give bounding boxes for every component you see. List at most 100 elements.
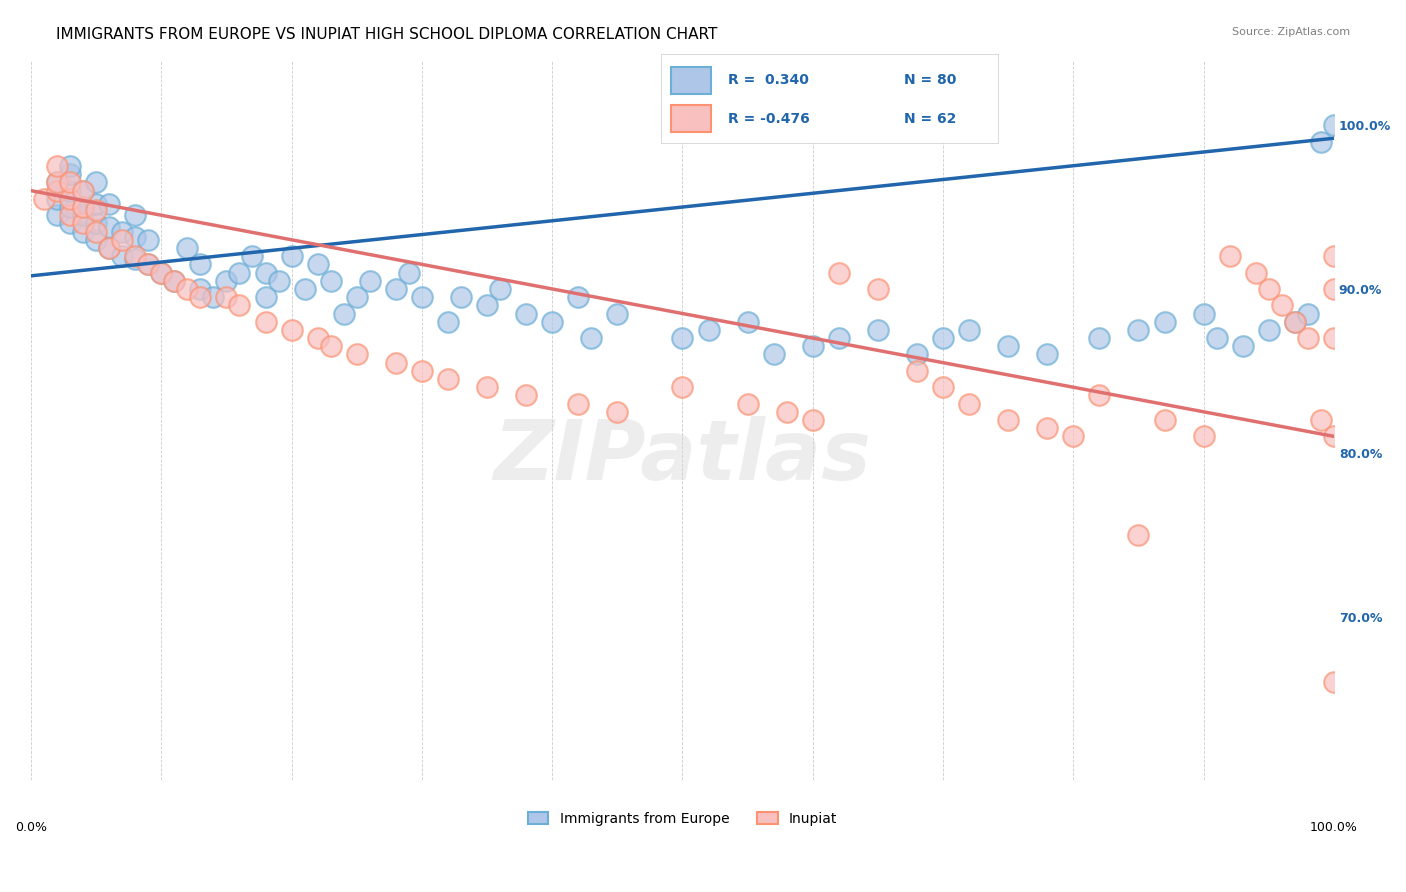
Point [136,233,159,247]
Point [1323,282,1346,296]
Point [46,192,69,206]
Point [124,208,146,222]
Point [84,196,107,211]
Point [72,225,94,239]
Point [190,290,212,304]
Point [1128,527,1150,541]
Point [957,396,980,410]
Point [1036,347,1059,361]
Point [541,315,564,329]
Point [606,405,628,419]
Point [294,282,316,296]
Point [59,200,82,214]
Point [242,249,264,263]
Point [515,306,537,320]
Point [776,405,799,419]
Point [1192,306,1215,320]
Point [84,203,107,218]
Text: N = 80: N = 80 [904,73,956,87]
Point [1323,118,1346,132]
Point [1323,331,1346,345]
Point [697,323,720,337]
Point [111,249,134,263]
Point [190,257,212,271]
Point [1232,339,1254,353]
Point [346,290,368,304]
Point [957,323,980,337]
Point [59,208,82,222]
Point [163,274,186,288]
Point [32,192,55,206]
Point [1271,298,1294,312]
Point [385,282,408,296]
Point [359,274,381,288]
Point [163,274,186,288]
Point [737,396,759,410]
Point [46,159,69,173]
Point [72,184,94,198]
Point [228,298,250,312]
Point [150,266,173,280]
Point [59,176,82,190]
Point [475,380,498,394]
Point [997,339,1019,353]
Point [1284,315,1306,329]
Point [1323,249,1346,263]
Point [437,315,460,329]
Point [606,306,628,320]
Point [84,216,107,230]
Point [1205,331,1227,345]
FancyBboxPatch shape [671,67,711,94]
Text: Source: ZipAtlas.com: Source: ZipAtlas.com [1232,27,1350,37]
Point [671,331,693,345]
FancyBboxPatch shape [671,105,711,132]
Point [1153,315,1175,329]
Point [59,184,82,198]
Point [84,233,107,247]
Point [1128,323,1150,337]
Point [346,347,368,361]
Point [72,200,94,214]
Point [1296,306,1319,320]
Point [254,266,277,280]
Point [411,290,433,304]
Point [176,241,198,255]
Point [801,339,824,353]
Text: ZIPatlas: ZIPatlas [494,416,872,497]
Point [72,208,94,222]
Point [1296,331,1319,345]
Point [1244,266,1267,280]
Text: IMMIGRANTS FROM EUROPE VS INUPIAT HIGH SCHOOL DIPLOMA CORRELATION CHART: IMMIGRANTS FROM EUROPE VS INUPIAT HIGH S… [56,27,717,42]
Point [280,323,302,337]
Point [307,257,329,271]
Point [828,331,851,345]
Point [385,356,408,370]
Point [411,364,433,378]
Point [59,216,82,230]
Point [1309,413,1331,427]
Point [1284,315,1306,329]
Point [567,396,589,410]
Point [1062,429,1084,443]
Point [254,315,277,329]
Point [905,347,928,361]
Point [905,364,928,378]
Point [1323,675,1346,690]
Point [762,347,785,361]
Point [437,372,460,386]
Point [254,290,277,304]
Point [46,176,69,190]
Point [450,290,472,304]
Point [59,159,82,173]
Point [332,306,354,320]
Point [190,282,212,296]
Text: R =  0.340: R = 0.340 [728,73,810,87]
Point [124,252,146,267]
Point [997,413,1019,427]
Point [932,380,955,394]
Point [46,176,69,190]
Point [475,298,498,312]
Point [1323,429,1346,443]
Point [1309,135,1331,149]
Point [72,200,94,214]
